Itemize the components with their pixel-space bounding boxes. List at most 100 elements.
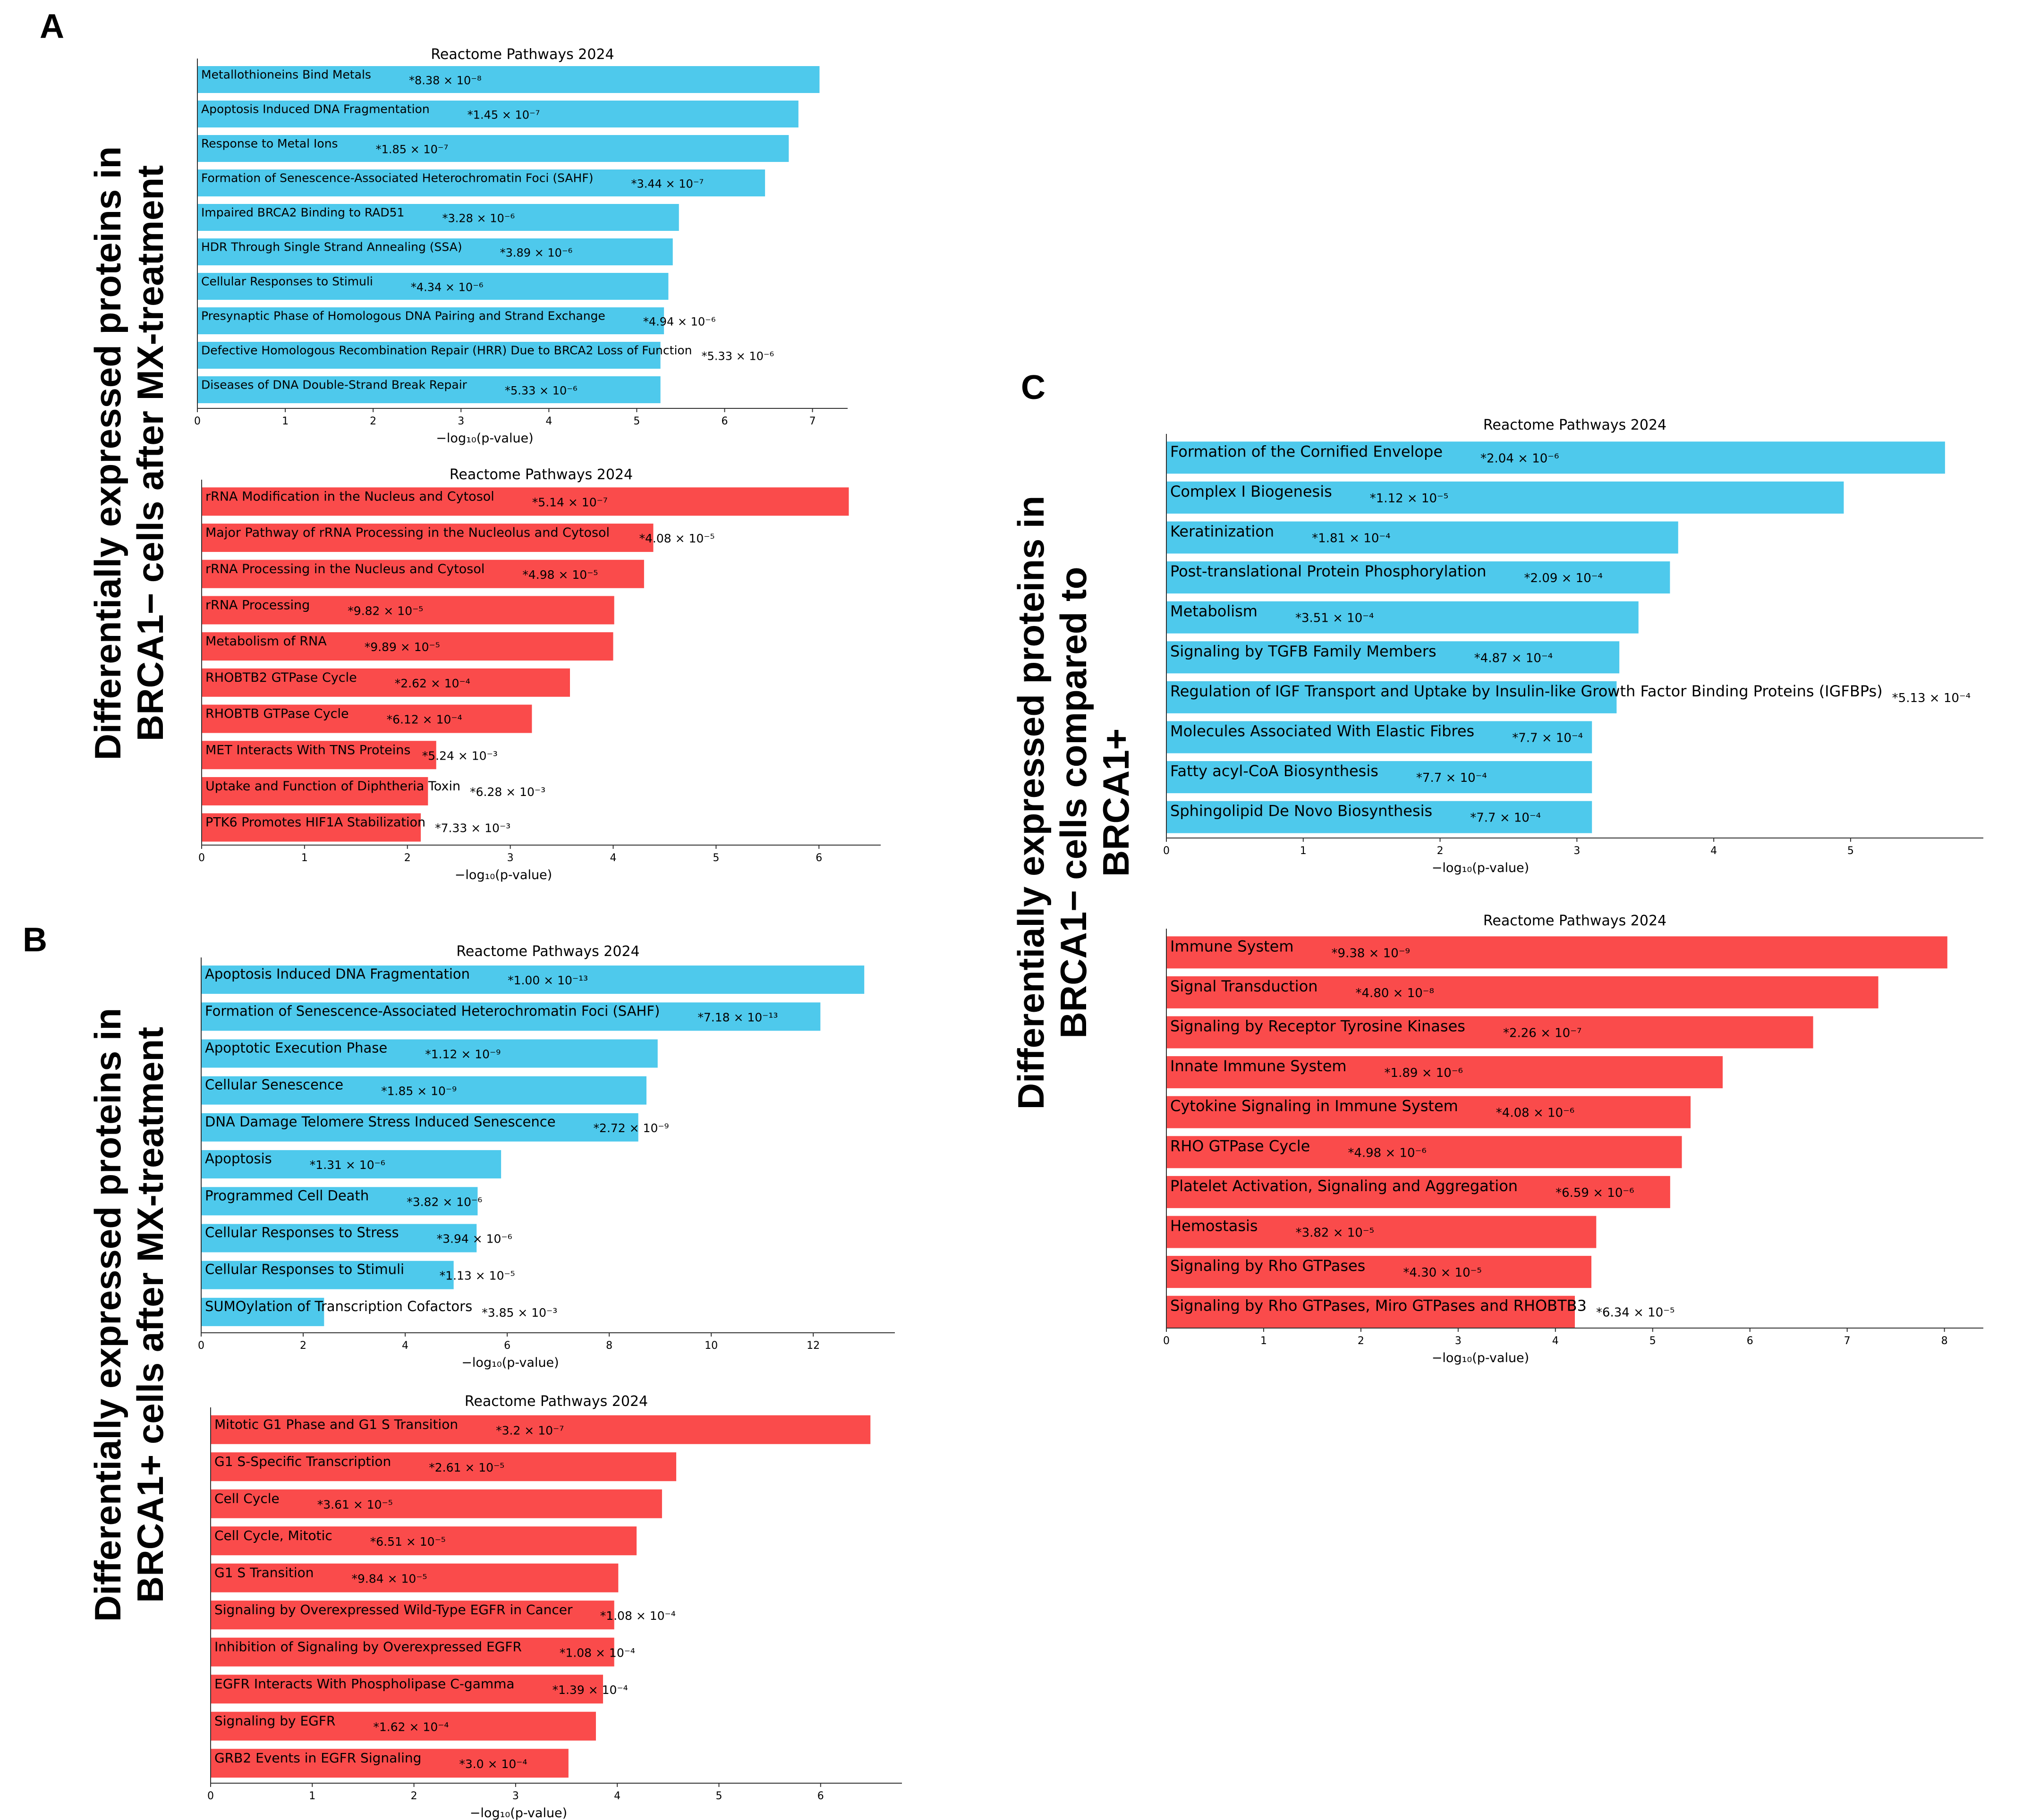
x-tick-label: 3 bbox=[1455, 1335, 1462, 1347]
x-axis-title: −log₁₀(p-value) bbox=[1432, 1351, 1529, 1365]
bar-label: Metallothioneins Bind Metals bbox=[201, 68, 371, 82]
bar bbox=[197, 101, 799, 127]
x-tick-label: 4 bbox=[545, 415, 552, 427]
p-value-label: *3.51 × 10⁻⁴ bbox=[1295, 611, 1374, 626]
bar bbox=[201, 1002, 821, 1031]
bar-label: Formation of Senescence-Associated Heter… bbox=[205, 1003, 660, 1019]
bar bbox=[202, 524, 654, 552]
p-value-label: *3.85 × 10⁻³ bbox=[482, 1306, 557, 1320]
x-tick-label: 5 bbox=[633, 415, 640, 427]
bar-label: Apoptosis Induced DNA Fragmentation bbox=[205, 966, 470, 982]
bar-label: Signaling by TGFB Family Members bbox=[1170, 642, 1436, 660]
bar-label: DNA Damage Telomere Stress Induced Senes… bbox=[205, 1114, 556, 1130]
p-value-label: *3.82 × 10⁻⁵ bbox=[1296, 1226, 1374, 1240]
p-value-label: *1.45 × 10⁻⁷ bbox=[468, 109, 540, 122]
x-tick-label: 7 bbox=[809, 415, 816, 427]
p-value-label: *5.24 × 10⁻³ bbox=[422, 749, 498, 762]
p-value-label: *2.61 × 10⁻⁵ bbox=[429, 1461, 504, 1474]
bar-label: PTK6 Promotes HIF1A Stabilization bbox=[205, 815, 425, 830]
bar-label: Sphingolipid De Novo Biosynthesis bbox=[1170, 802, 1432, 820]
x-tick-label: 6 bbox=[504, 1340, 510, 1352]
x-tick-label: 2 bbox=[1437, 845, 1444, 857]
bar-label: GRB2 Events in EGFR Signaling bbox=[214, 1750, 421, 1766]
bar bbox=[211, 1637, 614, 1667]
p-value-label: *4.08 × 10⁻⁵ bbox=[639, 532, 714, 545]
side-label-b-line-2: BRCA1+ cells after MX-treatment bbox=[129, 1027, 171, 1603]
x-tick-label: 4 bbox=[402, 1340, 408, 1352]
bar bbox=[1166, 761, 1592, 794]
bar-label: Cellular Senescence bbox=[205, 1077, 343, 1093]
bar-label: Signaling by Rho GTPases bbox=[1170, 1257, 1365, 1275]
bar-label: Uptake and Function of Diphtheria Toxin bbox=[205, 779, 460, 794]
chart-a-up: Reactome Pathways 2024 Metallothioneins B… bbox=[194, 46, 848, 446]
x-tick-label: 3 bbox=[507, 852, 514, 864]
bar-label: RHOBTB2 GTPase Cycle bbox=[205, 670, 357, 685]
bar-label: Signaling by EGFR bbox=[214, 1713, 335, 1728]
bar bbox=[211, 1675, 604, 1704]
p-value-label: *1.39 × 10⁻⁴ bbox=[552, 1683, 628, 1697]
bar-label: Cell Cycle, Mitotic bbox=[214, 1528, 332, 1543]
bar-label: Cellular Responses to Stimuli bbox=[201, 275, 373, 288]
side-label-c-line-2: BRCA1− cells compared to bbox=[1053, 567, 1094, 1038]
bar bbox=[202, 596, 614, 625]
x-axis-title: −log₁₀(p-value) bbox=[461, 1355, 559, 1370]
x-tick-label: 0 bbox=[194, 415, 201, 427]
p-value-label: *2.72 × 10⁻⁹ bbox=[594, 1121, 669, 1135]
p-value-label: *6.51 × 10⁻⁵ bbox=[370, 1535, 446, 1549]
bar bbox=[201, 1113, 638, 1142]
bar bbox=[201, 1187, 478, 1216]
p-value-label: *1.62 × 10⁻⁴ bbox=[373, 1720, 449, 1734]
x-tick-label: 4 bbox=[610, 852, 617, 864]
p-value-label: *1.08 × 10⁻⁴ bbox=[600, 1609, 676, 1623]
chart-c-up: Reactome Pathways 2024 Formation of the C… bbox=[1163, 417, 1983, 875]
bar-label: Response to Metal Ions bbox=[201, 137, 338, 151]
p-value-label: *4.98 × 10⁻⁶ bbox=[1348, 1146, 1426, 1160]
x-tick-label: 3 bbox=[1573, 845, 1580, 857]
bar bbox=[201, 1039, 658, 1068]
x-tick-label: 4 bbox=[1552, 1335, 1559, 1347]
bar-label: Major Pathway of rRNA Processing in the … bbox=[205, 525, 610, 540]
bar-label: Defective Homologous Recombination Repai… bbox=[201, 344, 692, 357]
chart-group: Reactome Pathways 2024 Metallothioneins B… bbox=[194, 46, 1983, 1820]
p-value-label: *1.31 × 10⁻⁶ bbox=[310, 1158, 385, 1172]
x-axis-title: −log₁₀(p-value) bbox=[470, 1806, 567, 1820]
chart-c-down: Reactome Pathways 2024 Immune System *9.38… bbox=[1163, 913, 1983, 1365]
bar bbox=[197, 376, 661, 403]
bar-label: Cytokine Signaling in Immune System bbox=[1170, 1097, 1458, 1115]
bar-label: Formation of Senescence-Associated Heter… bbox=[201, 171, 593, 185]
bar-label: Immune System bbox=[1170, 937, 1294, 955]
x-tick-label: 5 bbox=[715, 1790, 722, 1802]
bar-label: Fatty acyl-CoA Biosynthesis bbox=[1170, 762, 1378, 780]
p-value-label: *5.13 × 10⁻⁴ bbox=[1892, 691, 1971, 705]
bar bbox=[1166, 641, 1620, 674]
bar-label: Signaling by Receptor Tyrosine Kinases bbox=[1170, 1017, 1465, 1035]
p-value-label: *2.09 × 10⁻⁴ bbox=[1524, 571, 1602, 585]
x-tick-label: 0 bbox=[1163, 845, 1170, 857]
p-value-label: *9.82 × 10⁻⁵ bbox=[348, 604, 423, 618]
bar-label: Presynaptic Phase of Homologous DNA Pair… bbox=[201, 309, 605, 323]
bar bbox=[1166, 976, 1878, 1008]
p-value-label: *3.44 × 10⁻⁷ bbox=[631, 178, 704, 191]
x-tick-label: 5 bbox=[1847, 845, 1854, 857]
p-value-label: *3.0 × 10⁻⁴ bbox=[459, 1757, 527, 1771]
p-value-label: *9.38 × 10⁻⁹ bbox=[1332, 946, 1410, 960]
x-tick-label: 3 bbox=[458, 415, 464, 427]
x-tick-label: 2 bbox=[411, 1790, 417, 1802]
bar-label: Post-translational Protein Phosphorylati… bbox=[1170, 562, 1486, 580]
bar-label: Keratinization bbox=[1170, 523, 1274, 541]
p-value-label: *4.98 × 10⁻⁵ bbox=[522, 568, 598, 582]
bar-label: Cellular Responses to Stress bbox=[205, 1225, 399, 1241]
bar bbox=[1166, 1016, 1813, 1049]
bar bbox=[1166, 1295, 1575, 1328]
p-value-label: *3.2 × 10⁻⁷ bbox=[496, 1423, 564, 1437]
p-value-label: *3.89 × 10⁻⁶ bbox=[500, 246, 573, 260]
bar-label: MET Interacts With TNS Proteins bbox=[205, 743, 410, 757]
p-value-label: *2.62 × 10⁻⁴ bbox=[395, 677, 470, 690]
bar bbox=[1166, 1096, 1691, 1128]
side-label-b-line-1: Differentially expressed proteins in bbox=[87, 1008, 128, 1622]
p-value-label: *3.82 × 10⁻⁶ bbox=[407, 1195, 482, 1209]
bar bbox=[211, 1489, 662, 1518]
bar bbox=[1166, 561, 1670, 594]
side-label-a-line-1: Differentially expressed proteins in bbox=[87, 146, 128, 760]
p-value-label: *8.38 × 10⁻⁸ bbox=[409, 74, 482, 87]
